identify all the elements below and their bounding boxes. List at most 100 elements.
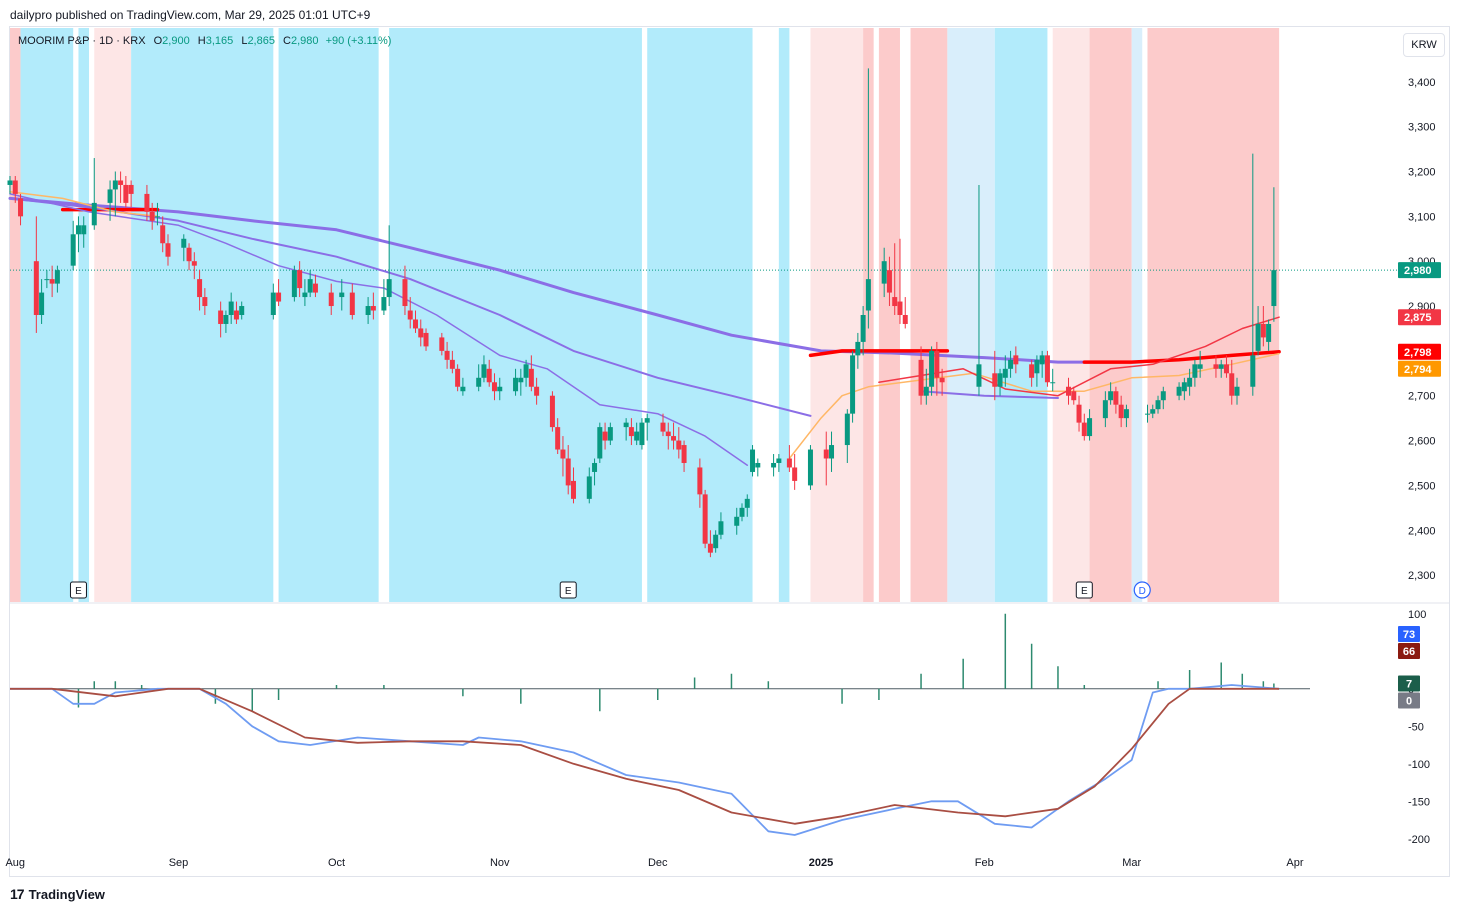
candle <box>1234 377 1240 405</box>
candle <box>128 180 134 208</box>
background-band <box>1147 28 1280 602</box>
candle-body <box>412 319 418 329</box>
candle <box>897 238 903 324</box>
candle-body <box>381 297 387 311</box>
candle-body <box>160 225 166 244</box>
candle-body <box>18 198 24 217</box>
candle-body <box>476 377 482 387</box>
candle <box>750 445 756 477</box>
candle-body <box>312 283 318 293</box>
candle-body <box>44 279 50 281</box>
candle-body <box>934 350 940 378</box>
candle-body <box>12 180 18 194</box>
candle-body <box>881 261 887 284</box>
candle <box>112 171 118 217</box>
candle-body <box>449 359 455 369</box>
candle-body <box>1071 391 1077 401</box>
time-tick-label: Nov <box>490 857 510 869</box>
background-band <box>778 28 790 602</box>
candle-body <box>807 449 813 486</box>
tradingview-logo-icon: 17 <box>10 886 25 902</box>
candle <box>734 507 740 535</box>
candle <box>191 252 197 280</box>
candle-body <box>634 431 640 441</box>
candle-body <box>1044 355 1050 383</box>
candle <box>860 306 866 356</box>
moving-average-line <box>1082 350 1281 364</box>
candle-body <box>1234 386 1240 396</box>
candle <box>1039 350 1045 378</box>
candle-body <box>718 521 724 535</box>
candle-body <box>154 216 160 218</box>
candle <box>744 494 750 517</box>
candle-body <box>291 270 297 298</box>
price-label-tag <box>1398 360 1441 377</box>
candle-body <box>892 297 898 307</box>
candle <box>939 368 945 396</box>
candle-body <box>165 243 171 257</box>
price-tick-label: 2,600 <box>1408 436 1436 448</box>
candle-body <box>1029 364 1035 378</box>
price-label-tag <box>1398 262 1441 279</box>
candle-body <box>897 301 903 315</box>
candle-body <box>339 292 345 298</box>
candle <box>1218 359 1224 378</box>
candle <box>565 445 571 495</box>
candle <box>1144 404 1150 423</box>
candle-body <box>218 310 224 324</box>
candle <box>75 216 81 253</box>
time-tick-label: Aug <box>5 857 25 869</box>
candle-body <box>707 543 713 553</box>
candle <box>307 270 313 298</box>
candle <box>1229 359 1235 405</box>
candle <box>918 346 924 405</box>
candle-body <box>402 279 408 307</box>
time-tick-label: Sep <box>169 857 189 869</box>
candle-body <box>1076 404 1082 423</box>
candle-body <box>1218 364 1224 369</box>
candle <box>407 297 413 329</box>
candle <box>1213 355 1219 378</box>
background-band <box>947 28 995 602</box>
candle <box>91 158 97 230</box>
candle-body <box>149 211 155 221</box>
candle <box>560 436 566 477</box>
candle-body <box>191 261 197 266</box>
candle-body <box>549 395 555 428</box>
candle <box>302 279 308 307</box>
candle <box>718 512 724 540</box>
candle-body <box>439 337 445 351</box>
candle-body <box>755 462 761 468</box>
time-tick-label: 2025 <box>809 857 833 869</box>
candle <box>807 445 813 490</box>
candle <box>586 467 592 504</box>
earnings-marker-icon <box>559 581 577 599</box>
candle-body <box>239 306 245 315</box>
high-label: H <box>197 35 206 47</box>
candle-body <box>602 431 608 441</box>
candle-body <box>1223 364 1229 374</box>
moving-average-layer <box>8 190 1281 466</box>
candle-body <box>486 368 492 383</box>
candle-body <box>792 467 798 481</box>
candle <box>1029 359 1035 387</box>
tradingview-logo[interactable]: 17 TradingView <box>10 886 105 902</box>
tradingview-logo-text: TradingView <box>28 886 105 902</box>
candle-body <box>1034 359 1040 374</box>
candle-body <box>597 427 603 459</box>
candle-body <box>1008 359 1014 369</box>
candle-body <box>850 355 856 414</box>
background-band <box>878 28 900 602</box>
currency-button[interactable]: KRW <box>1403 33 1445 57</box>
candle <box>49 265 55 298</box>
candle <box>623 418 629 441</box>
candle-body <box>918 359 924 396</box>
candle <box>449 350 455 374</box>
candle-body <box>297 270 303 289</box>
candle-body <box>1118 404 1124 419</box>
candle-body <box>855 341 861 356</box>
candle <box>1113 386 1119 414</box>
osc-tick-label: -200 <box>1408 834 1430 846</box>
